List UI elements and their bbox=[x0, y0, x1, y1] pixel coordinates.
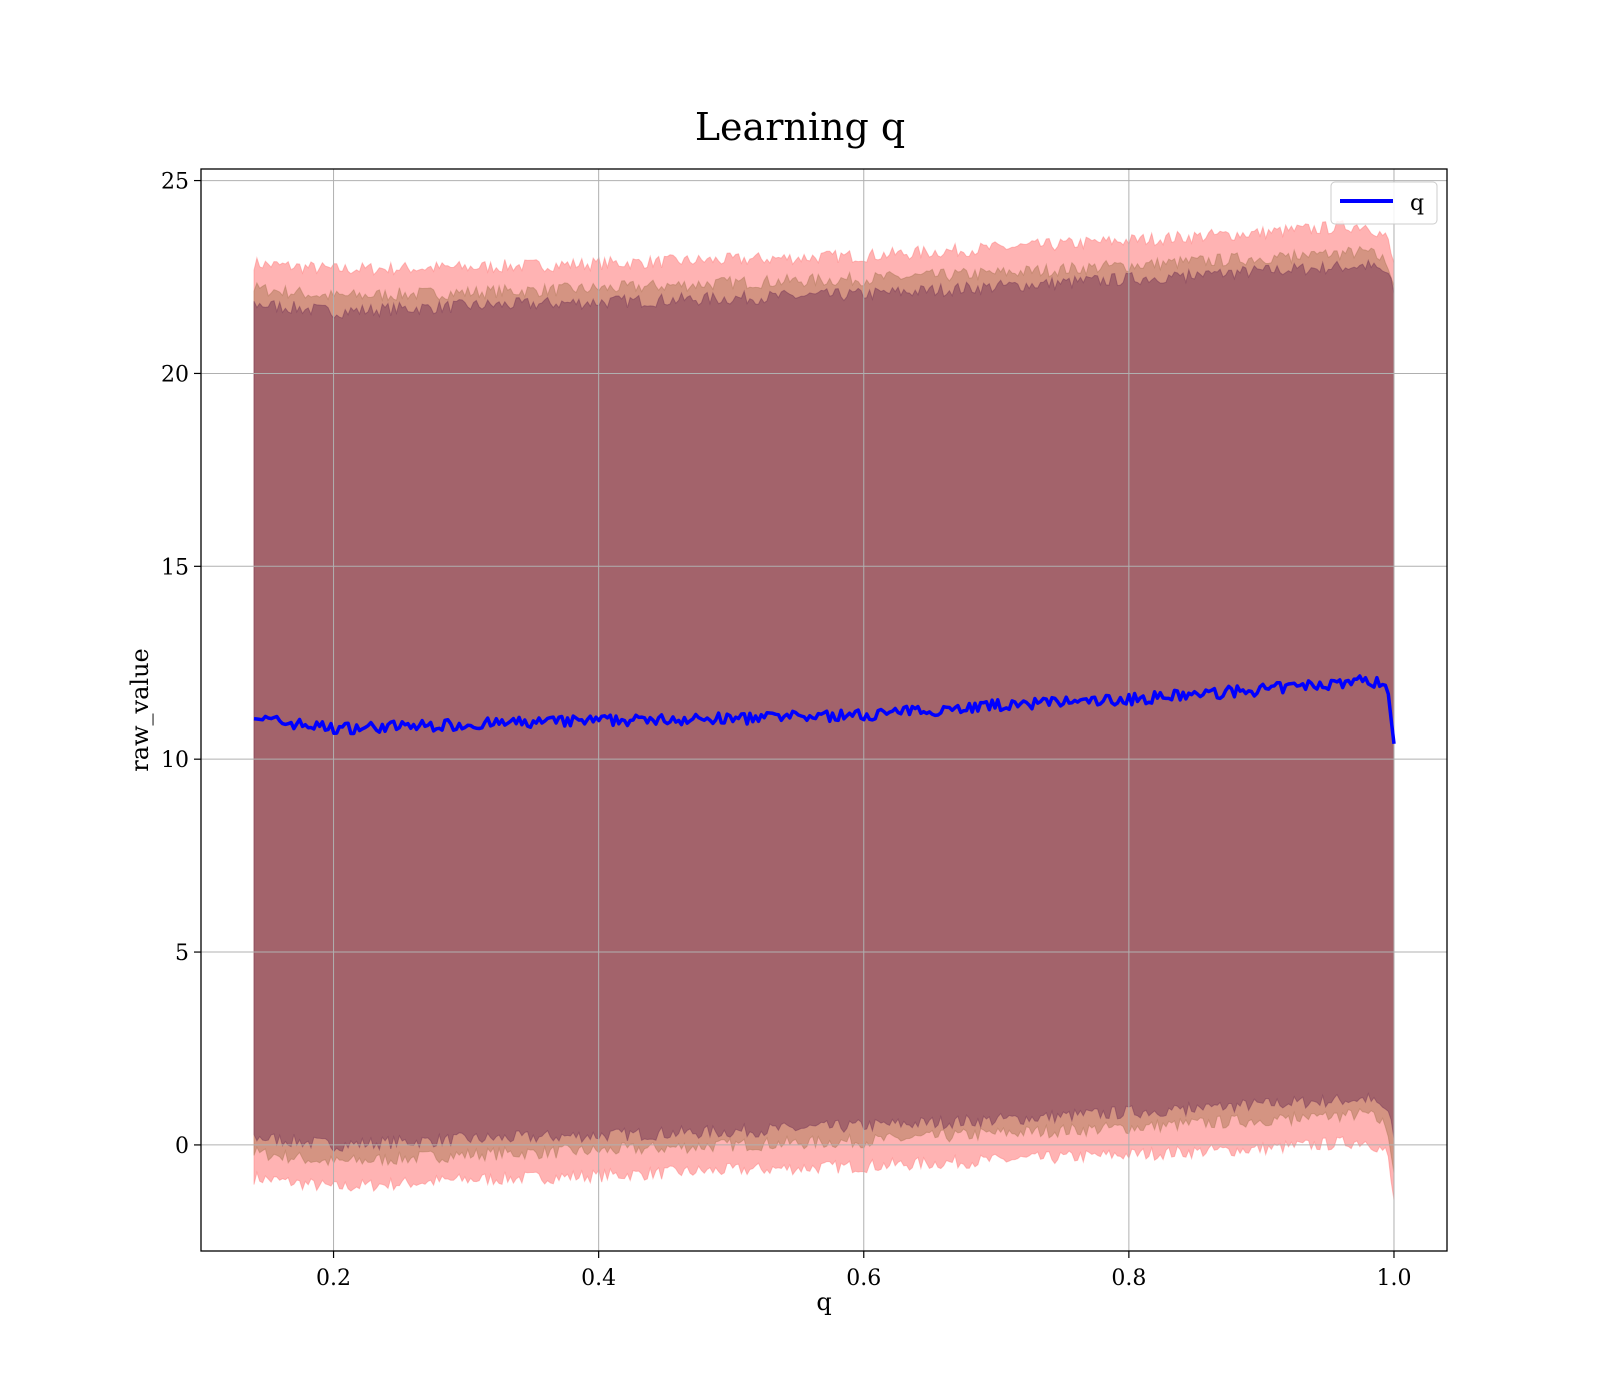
legend-label: q bbox=[1410, 191, 1424, 216]
series-line-0 bbox=[253, 674, 1396, 745]
x-tick-label: 0.8 bbox=[1111, 1266, 1146, 1291]
y-tick-label: 20 bbox=[161, 362, 189, 387]
confidence-bands bbox=[253, 219, 1395, 1201]
y-tick-label: 0 bbox=[175, 1134, 189, 1159]
x-tick-label: 1.0 bbox=[1376, 1266, 1411, 1291]
legend: q bbox=[1330, 181, 1438, 225]
series-lines bbox=[253, 674, 1396, 745]
plot-frame bbox=[200, 168, 1448, 1252]
plot-area bbox=[200, 168, 1448, 1252]
y-tick-label: 15 bbox=[161, 555, 189, 580]
y-tick-label: 25 bbox=[161, 170, 189, 195]
x-axis-ticks: 0.2 0.4 0.6 0.8 1.0 bbox=[316, 1251, 1411, 1291]
y-tick-label: 5 bbox=[175, 941, 189, 966]
x-axis-title: q bbox=[816, 1288, 831, 1316]
x-tick-label: 0.2 bbox=[316, 1266, 351, 1291]
y-tick-label: 10 bbox=[161, 748, 189, 773]
grid-lines bbox=[201, 169, 1447, 1251]
chart-title: Learning q bbox=[695, 105, 905, 149]
band-2 bbox=[253, 258, 1395, 1153]
x-tick-label: 0.6 bbox=[846, 1266, 881, 1291]
y-axis-ticks: 0 5 10 15 20 25 bbox=[161, 170, 201, 1159]
y-axis-title: raw_value bbox=[126, 648, 154, 772]
x-tick-label: 0.4 bbox=[581, 1266, 616, 1291]
